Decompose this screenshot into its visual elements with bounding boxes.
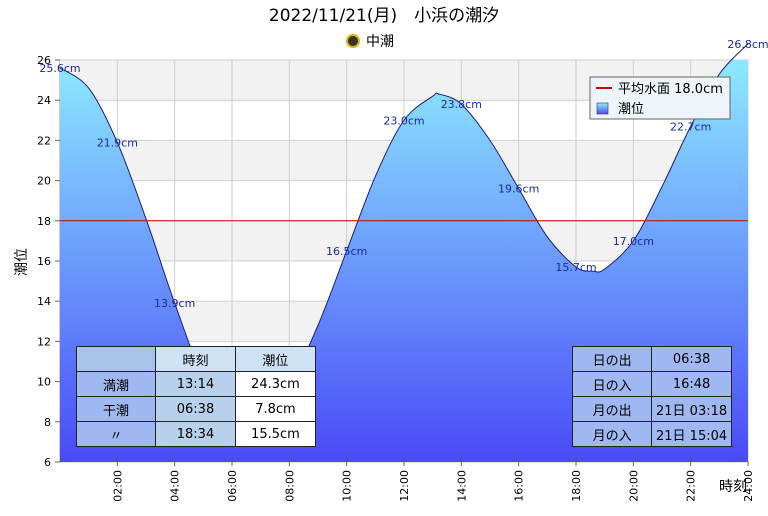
y-tick-label: 26	[37, 54, 51, 67]
tide-table-header-cell: 潮位	[234, 346, 317, 372]
tide-level: 15.5cm	[234, 421, 317, 447]
data-label: 22.7cm	[670, 120, 711, 133]
y-tick-label: 8	[44, 416, 51, 429]
tide-kind: 〃	[75, 421, 157, 447]
x-tick-label: 06:00	[226, 470, 239, 502]
tide-curve-line	[59, 43, 749, 428]
table-row: 月の出 21日 03:18	[571, 396, 732, 422]
table-row: 月の入 21日 15:04	[571, 421, 732, 447]
y-tick-label: 14	[37, 295, 51, 308]
sun-moon-value: 06:38	[651, 346, 732, 372]
sun-moon-label: 月の出	[571, 396, 653, 422]
y-tick-label: 10	[37, 376, 51, 389]
x-tick-label: 04:00	[169, 470, 182, 502]
data-label: 19.6cm	[498, 183, 539, 196]
x-axis-ticks: 02:00 04:00 06:00 08:00 10:00 12:00 14:00 16:00…	[111, 462, 755, 502]
legend-tide-label: 潮位	[618, 102, 644, 117]
x-tick-label: 16:00	[513, 470, 526, 502]
tide-time: 13:14	[155, 371, 236, 397]
y-tick-label: 24	[37, 94, 51, 107]
y-axis-label: 潮位	[14, 248, 30, 276]
tide-table-header-cell: 時刻	[155, 346, 236, 372]
x-tick-label: 24:00	[742, 470, 755, 502]
tide-type-label: 中潮	[366, 34, 394, 50]
tide-time: 06:38	[155, 396, 236, 422]
tide-kind: 満潮	[75, 371, 157, 397]
tide-table: 時刻 潮位 満潮 13:14 24.3cm 干潮 06:38 7.8cm 〃 1…	[75, 346, 317, 447]
legend-mean-label: 平均水面 18.0cm	[618, 82, 723, 97]
data-label: 25.6cm	[39, 62, 80, 75]
tide-kind: 干潮	[75, 396, 157, 422]
data-label: 23.8cm	[441, 98, 482, 111]
y-tick-label: 6	[44, 456, 51, 469]
moon-phase-icon	[346, 34, 360, 48]
y-tick-label: 20	[37, 175, 51, 188]
sun-moon-value: 21日 03:18	[651, 396, 732, 422]
chart-title: 2022/11/21(月) 小浜の潮汐	[269, 6, 499, 26]
table-row: 日の入 16:48	[571, 371, 732, 397]
tide-table-header: 時刻 潮位	[75, 346, 317, 372]
table-row: 〃 18:34 15.5cm	[75, 421, 317, 447]
x-tick-label: 08:00	[283, 470, 296, 502]
sun-moon-value: 16:48	[651, 371, 732, 397]
sun-moon-value: 21日 15:04	[651, 421, 732, 447]
data-label: 23.0cm	[383, 114, 424, 127]
sun-moon-label: 月の入	[571, 421, 653, 447]
legend: 平均水面 18.0cm 潮位	[589, 76, 731, 120]
y-tick-label: 22	[37, 134, 51, 147]
y-tick-label: 18	[37, 215, 51, 228]
data-label: 17.0cm	[613, 235, 654, 248]
legend-tide-swatch	[596, 102, 609, 115]
x-tick-label: 12:00	[398, 470, 411, 502]
y-tick-label: 16	[37, 255, 51, 268]
data-label: 13.9cm	[154, 297, 195, 310]
data-label: 16.5cm	[326, 245, 367, 258]
y-axis-ticks: 6 8 10 12 14 16 18 20 22 24 26	[37, 54, 60, 469]
tide-level: 7.8cm	[234, 396, 317, 422]
x-tick-label: 14:00	[455, 470, 468, 502]
data-label: 26.8cm	[727, 38, 768, 51]
table-row: 日の出 06:38	[571, 346, 732, 372]
data-labels: 25.6cm21.9cm13.9cm8.2cm9.8cm16.5cm23.0cm…	[39, 38, 768, 425]
table-row: 満潮 13:14 24.3cm	[75, 371, 317, 397]
sun-moon-label: 日の入	[571, 371, 653, 397]
x-tick-label: 02:00	[111, 470, 124, 502]
sun-moon-table: 日の出 06:38 日の入 16:48 月の出 21日 03:18 月の入 21…	[571, 346, 732, 447]
legend-box	[589, 76, 731, 120]
x-tick-label: 20:00	[627, 470, 640, 502]
table-row: 干潮 06:38 7.8cm	[75, 396, 317, 422]
data-label: 15.7cm	[555, 261, 596, 274]
x-tick-label: 18:00	[570, 470, 583, 502]
x-tick-label: 22:00	[685, 470, 698, 502]
data-label: 21.9cm	[97, 136, 138, 149]
y-tick-label: 12	[37, 335, 51, 348]
tide-time: 18:34	[155, 421, 236, 447]
sun-moon-label: 日の出	[571, 346, 653, 372]
tide-level: 24.3cm	[234, 371, 317, 397]
x-tick-label: 10:00	[341, 470, 354, 502]
x-axis-label: 時刻	[719, 479, 747, 495]
tide-table-header-cell	[75, 346, 157, 372]
